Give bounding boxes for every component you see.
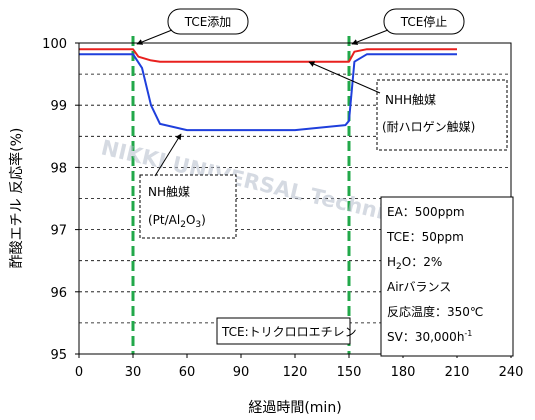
nh-label-line1: NH触媒	[148, 185, 190, 199]
tce-stop-label: TCE停止	[400, 14, 448, 29]
nhh-label-line1: NHH触媒	[385, 93, 436, 107]
x-tick-label: 150	[337, 365, 362, 380]
y-tick-label: 98	[50, 161, 67, 176]
vertical-markers	[131, 36, 351, 354]
condition-ea: EA：500ppm	[387, 205, 465, 219]
y-tick-labels: 95 96 97 98 99 100	[42, 37, 79, 363]
nh-label-line2: (Pt/Al2O3)	[148, 213, 206, 230]
x-tick-label: 180	[391, 365, 416, 380]
nh-annotation: NH触媒 (Pt/Al2O3)	[139, 133, 237, 239]
series-line-nh	[79, 53, 457, 132]
condition-tce: TCE：50ppm	[386, 230, 464, 244]
condition-sv: SV：30,000h-1	[387, 329, 472, 344]
y-tick-label: 100	[42, 37, 67, 52]
tce-add-callout: TCE添加	[136, 8, 249, 45]
x-tick-labels: 0 30 60 90 120 150 180 210 240	[75, 354, 524, 380]
nh-arrow	[154, 133, 182, 177]
y-tick-label: 96	[50, 286, 67, 301]
x-tick-label: 120	[283, 365, 308, 380]
nhh-label-line2: (耐ハロゲン触媒)	[382, 120, 475, 134]
x-tick-label: 90	[233, 365, 250, 380]
nhh-annotation: NHH触媒 (耐ハロゲン触媒)	[308, 61, 508, 151]
condition-h2o: H2O：2%	[387, 255, 442, 272]
x-tick-label: 30	[125, 365, 142, 380]
tce-note: TCE:トリクロロエチレン	[221, 325, 357, 339]
x-tick-label: 60	[179, 365, 196, 380]
x-tick-label: 210	[445, 365, 470, 380]
y-tick-label: 95	[50, 348, 67, 363]
y-axis-title: 酢酸エチル 反応率(%)	[8, 128, 25, 269]
series-line-nhh	[79, 48, 457, 63]
x-axis-title: 経過時間(min)	[248, 400, 341, 416]
x-tick-label: 240	[499, 365, 524, 380]
tce-stop-callout: TCE停止	[351, 8, 465, 45]
tce-note-box: TCE:トリクロロエチレン	[216, 317, 357, 345]
nhh-arrow	[308, 61, 381, 94]
tce-add-label: TCE添加	[184, 15, 232, 29]
series-lines	[79, 48, 457, 132]
tce-add-arrow	[136, 29, 173, 45]
condition-air: Airバランス	[387, 280, 451, 294]
y-tick-label: 99	[50, 99, 67, 114]
x-tick-label: 0	[75, 365, 83, 380]
y-tick-label: 97	[50, 224, 67, 239]
tce-stop-arrow	[351, 29, 389, 45]
conditions-box: EA：500ppm TCE：50ppm H2O：2% Airバランス 反応温度：…	[380, 196, 514, 357]
condition-temp: 反応温度：350℃	[387, 304, 483, 319]
